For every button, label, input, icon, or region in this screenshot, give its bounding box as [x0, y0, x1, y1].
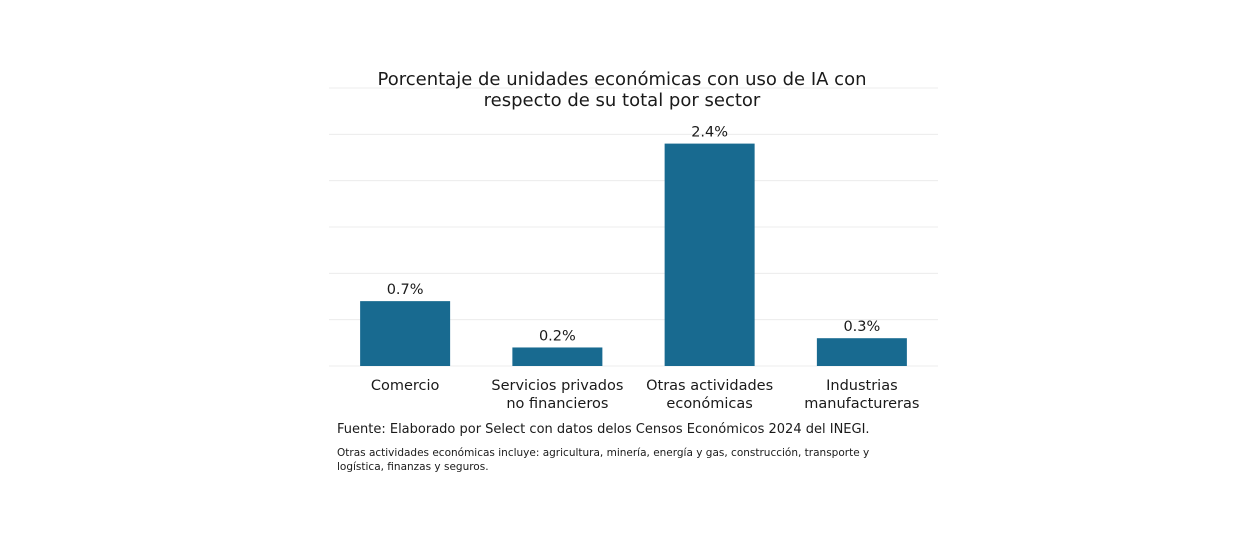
- category-label: Otras actividades: [646, 378, 773, 394]
- chart-title-line: Porcentaje de unidades económicas con us…: [378, 69, 867, 90]
- value-label: 2.4%: [691, 125, 728, 141]
- value-label: 0.3%: [843, 319, 880, 335]
- bar-chart: Porcentaje de unidades económicas con us…: [329, 69, 938, 412]
- bar: [816, 338, 907, 366]
- chart-title-line: respecto de su total por sector: [484, 90, 761, 111]
- category-label: Comercio: [371, 378, 440, 394]
- bar: [512, 347, 603, 366]
- category-label: económicas: [666, 396, 752, 412]
- bar: [664, 143, 755, 366]
- bar: [360, 301, 451, 366]
- bars: [360, 143, 907, 366]
- category-label: no financieros: [506, 396, 608, 412]
- category-labels: Comercio Servicios privados no financieros…: [371, 378, 920, 412]
- chart-title: Porcentaje de unidades económicas con us…: [378, 69, 867, 111]
- category-label: Servicios privados: [491, 378, 623, 394]
- value-label: 0.2%: [539, 328, 576, 344]
- category-label: Industrias: [826, 378, 898, 394]
- value-label: 0.7%: [387, 282, 424, 298]
- category-label: manufactureras: [804, 396, 919, 412]
- footnote: Otras actividades económicas incluye: ag…: [337, 447, 870, 473]
- value-labels: 0.7% 0.2% 2.4% 0.3%: [387, 125, 881, 345]
- source-note: Fuente: Elaborado por Select con datos d…: [337, 422, 870, 437]
